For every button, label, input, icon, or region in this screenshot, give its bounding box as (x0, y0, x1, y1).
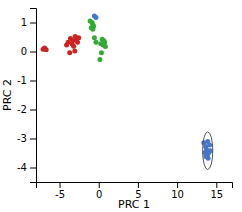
y-tick: -1 (17, 75, 36, 86)
x-tick: 0 (96, 182, 102, 200)
y-tick-label: -1 (17, 75, 27, 86)
point (103, 44, 108, 49)
point (99, 50, 104, 55)
y-tick-mark (30, 52, 36, 53)
point (76, 35, 81, 40)
y-tick: -4 (17, 162, 36, 173)
point (75, 40, 80, 45)
x-tick-label: 10 (171, 189, 184, 200)
point (67, 50, 72, 55)
y-tick-mark (30, 81, 36, 82)
x-tick-mark (99, 182, 100, 188)
chart: -505101510-1-2-3-4PRC 1PRC 2 (0, 0, 242, 212)
point (203, 154, 208, 159)
y-axis-line (30, 9, 37, 183)
series (41, 34, 82, 55)
point (72, 48, 77, 53)
series (92, 14, 99, 20)
point (92, 35, 97, 40)
series (88, 19, 108, 63)
point (207, 142, 212, 147)
x-tick-label: 15 (210, 189, 223, 200)
y-tick-mark (30, 139, 36, 140)
y-tick-label: 0 (21, 46, 27, 57)
x-tick-mark (177, 182, 178, 188)
point (97, 57, 102, 62)
y-axis-label: PRC 2 (1, 79, 14, 111)
point (208, 148, 213, 153)
y-tick: -2 (17, 104, 36, 115)
x-axis-label: PRC 1 (118, 198, 150, 211)
point (90, 27, 95, 32)
y-tick: -3 (17, 133, 36, 144)
y-tick-label: -2 (17, 104, 27, 115)
y-tick-label: -3 (17, 133, 27, 144)
x-tick: -5 (55, 182, 65, 200)
x-tick-mark (216, 182, 217, 188)
x-axis-line (37, 183, 233, 189)
point (71, 44, 76, 49)
x-tick: 10 (171, 182, 184, 200)
y-tick-mark (30, 168, 36, 169)
point (93, 15, 98, 20)
y-tick: 1 (21, 17, 36, 28)
y-tick-mark (30, 23, 36, 24)
point (64, 43, 69, 48)
cluster-circle (203, 132, 213, 170)
plot-area: -505101510-1-2-3-4 (17, 9, 232, 201)
x-tick-mark (60, 182, 61, 188)
y-tick: 0 (21, 46, 36, 57)
x-tick: 15 (210, 182, 223, 200)
series (201, 132, 213, 170)
x-tick-label: -5 (55, 189, 65, 200)
y-tick-label: 1 (21, 17, 27, 28)
x-tick-label: 0 (96, 189, 102, 200)
y-tick-label: -4 (17, 162, 27, 173)
marks (41, 14, 213, 170)
y-axis: 1 0 -1 -2 -3 -4 (17, 9, 36, 183)
point (44, 47, 49, 52)
point (93, 40, 98, 45)
y-tick-mark (30, 110, 36, 111)
x-tick-mark (138, 182, 139, 188)
